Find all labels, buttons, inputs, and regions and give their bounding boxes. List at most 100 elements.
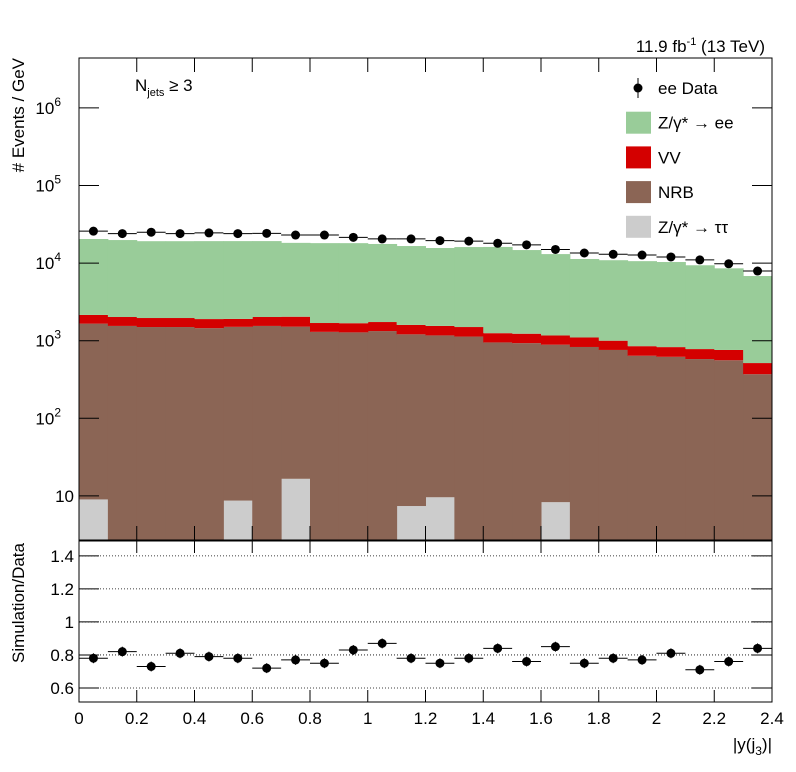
histogram-bar <box>425 335 455 498</box>
data-point <box>464 236 474 246</box>
x-label-text: |y(j <box>733 735 755 754</box>
histogram-bar <box>252 241 282 318</box>
legend-label: ee Data <box>658 79 718 98</box>
histogram-bar <box>281 316 311 327</box>
x-tick-label: 0.6 <box>240 709 264 728</box>
ratio-point <box>608 653 618 663</box>
histogram-bar <box>541 502 571 540</box>
histogram-bar <box>685 359 715 540</box>
ratio-point <box>291 655 301 665</box>
histogram-bar <box>281 242 311 317</box>
ratio-point <box>695 665 705 675</box>
x-label-rest: )| <box>762 735 772 754</box>
histogram-bar <box>310 323 340 332</box>
histogram-bar <box>483 246 513 334</box>
data-point <box>579 248 589 258</box>
histogram-bar <box>483 333 513 343</box>
ratio-point <box>753 643 763 653</box>
histogram-bar <box>627 346 657 356</box>
histogram-bar <box>165 318 195 328</box>
selection-sub: jets <box>146 87 165 99</box>
histogram-bar <box>743 374 773 540</box>
data-point <box>550 244 560 254</box>
y-tick-label: 0.6 <box>50 679 74 698</box>
histogram-bar <box>396 506 426 540</box>
y-tick-exponent: 3 <box>54 328 61 342</box>
y-tick-label: 102 <box>35 405 61 428</box>
y-tick-exponent: 6 <box>54 95 61 109</box>
data-point <box>204 228 214 238</box>
histogram-bar <box>483 342 513 540</box>
x-tick-label: 2.4 <box>760 709 784 728</box>
ratio-point <box>377 638 387 648</box>
ratio-point <box>637 655 647 665</box>
histogram-bar <box>107 240 138 318</box>
histogram-bar <box>136 241 167 319</box>
histogram-bar <box>252 317 282 326</box>
histogram-bar <box>598 260 629 341</box>
histogram-bar <box>165 327 195 540</box>
histogram-bar <box>569 337 600 347</box>
histogram-bar <box>338 323 369 333</box>
histogram-bar <box>743 363 773 375</box>
data-point <box>406 234 416 244</box>
data-point <box>88 226 98 236</box>
data-point <box>522 240 532 250</box>
histogram-bar <box>79 314 109 324</box>
lumi-text: 11.9 fb <box>636 37 687 56</box>
legend-swatch <box>626 111 651 134</box>
histogram-bar <box>425 248 455 326</box>
histogram-bar <box>685 265 715 350</box>
histogram-bar <box>454 247 484 328</box>
x-tick-label: 1.2 <box>414 709 438 728</box>
selection-rest: ≥ 3 <box>164 76 192 95</box>
ratio-point <box>204 652 214 662</box>
histogram-bar <box>714 360 744 540</box>
y-tick-label: 1 <box>65 613 74 632</box>
y-tick-label: 103 <box>35 328 61 351</box>
data-point <box>724 259 734 269</box>
x-tick-label: 1.6 <box>529 709 553 728</box>
data-point <box>666 252 676 262</box>
histogram-bar <box>79 323 109 500</box>
legend-swatch <box>626 215 651 238</box>
histogram-bar <box>79 499 109 540</box>
data-point <box>348 232 358 242</box>
ratio-point <box>175 648 185 658</box>
data-point <box>695 255 705 265</box>
histogram-bar <box>367 243 398 323</box>
histogram-bar <box>714 268 744 350</box>
histogram-bar <box>454 327 484 337</box>
histogram-bar <box>136 318 167 328</box>
histogram-bar <box>743 276 773 364</box>
histogram-bar <box>425 325 455 336</box>
histogram-bar <box>656 347 686 357</box>
histogram-bar <box>656 356 686 540</box>
x-tick-label: 1 <box>363 709 372 728</box>
histogram-bar <box>194 328 224 540</box>
ratio-point <box>233 653 243 663</box>
histogram-bar <box>627 355 657 540</box>
frame <box>78 540 773 703</box>
x-tick-label: 0.8 <box>298 709 322 728</box>
histogram-bar <box>107 325 138 540</box>
y-tick-base: 10 <box>35 409 54 428</box>
legend-swatch <box>626 181 651 204</box>
ratio-point <box>117 647 127 657</box>
histogram-bar <box>281 326 311 479</box>
data-point <box>262 228 272 238</box>
histogram-bar <box>598 340 629 350</box>
histogram-bar <box>338 243 369 324</box>
ratio-point <box>550 642 560 652</box>
lumi-label: 11.9 fb-1 (13 TeV) <box>636 36 765 56</box>
ratio-point <box>579 658 589 668</box>
y-tick-label: 0.8 <box>50 646 74 665</box>
legend-label: Z/γ* → ττ <box>658 218 728 237</box>
histogram-bar <box>310 331 340 540</box>
x-tick-label: 0.4 <box>183 709 207 728</box>
histogram-bar <box>367 322 398 332</box>
histogram-bar <box>165 241 195 319</box>
ratio-point <box>146 661 156 671</box>
histogram-bar <box>223 500 253 540</box>
histogram-bar <box>627 261 657 347</box>
